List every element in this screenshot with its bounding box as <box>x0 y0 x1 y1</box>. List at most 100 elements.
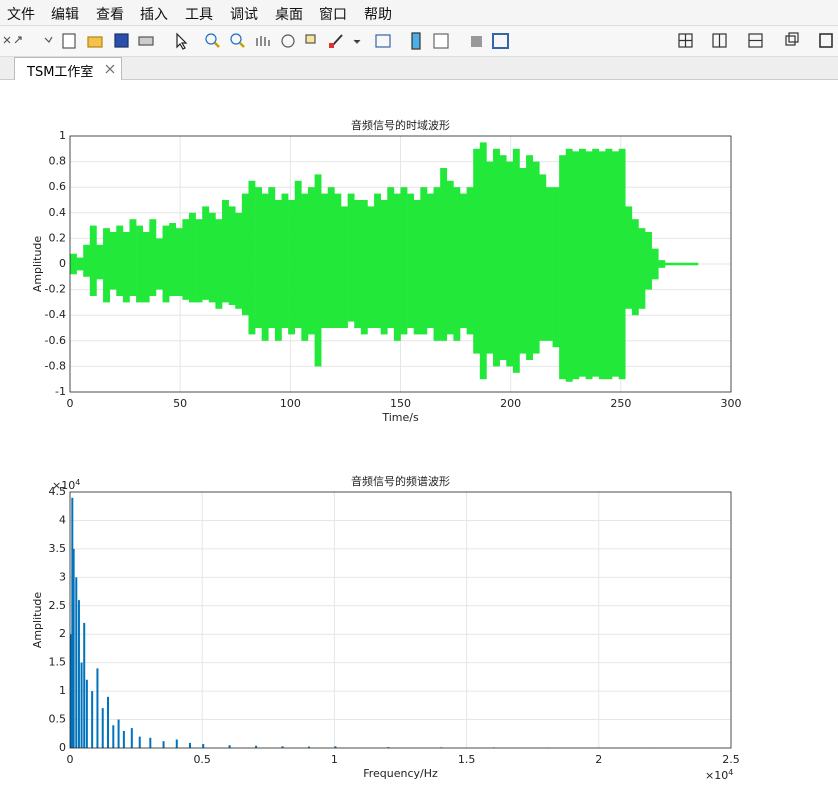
menu-item[interactable]: 查看 <box>96 7 124 23</box>
tab-bar: TSM工作室 <box>0 57 838 80</box>
waveform-segment <box>334 193 342 328</box>
waveform-segment <box>651 248 659 280</box>
waveform-segment <box>459 193 467 328</box>
y-tick-label: 0.8 <box>49 155 67 168</box>
waveform-segment <box>182 219 190 300</box>
tab-close[interactable] <box>105 64 115 74</box>
waveform-segment <box>294 180 302 328</box>
waveform-segment <box>76 257 84 271</box>
waveform-segment <box>426 193 434 328</box>
y-multiplier: ×104 <box>52 478 80 493</box>
tab[interactable]: TSM工作室 <box>14 57 122 80</box>
waveform-segment <box>658 260 666 268</box>
chart-title: 音频信号的时域波形 <box>351 118 450 132</box>
waveform-segment <box>539 174 547 341</box>
waveform-segment <box>347 193 355 322</box>
waveform-segment <box>493 148 500 367</box>
waveform-segment <box>202 206 210 300</box>
data-layer <box>70 497 707 748</box>
waveform-segment <box>440 168 448 341</box>
menu-item[interactable]: 窗口 <box>319 7 347 23</box>
y-tick-label: 0.2 <box>49 231 67 244</box>
chart-title: 音频信号的频谱波形 <box>351 474 450 488</box>
waveform-segment <box>142 232 150 303</box>
waveform-segment <box>162 225 170 303</box>
waveform-segment <box>407 193 415 328</box>
waveform-segment <box>109 232 117 290</box>
y-tick-label: 0.5 <box>49 713 67 726</box>
y-tick-label: 2.5 <box>49 599 67 612</box>
waveform-segment <box>532 161 540 354</box>
menu-item[interactable]: 编辑 <box>51 7 79 23</box>
menu-item[interactable]: 插入 <box>140 7 168 23</box>
waveform-segment <box>188 212 196 303</box>
waveform-segment <box>618 148 626 380</box>
menu-item[interactable]: 桌面 <box>275 7 303 23</box>
waveform-segment <box>70 253 77 275</box>
menu-item[interactable]: 调试 <box>230 7 258 23</box>
waveform-segment <box>645 232 652 290</box>
axes-box <box>69 491 732 749</box>
waveform-segment <box>625 206 633 309</box>
x-tick-label: 0 <box>67 397 74 410</box>
x-axis-label: Time/s <box>381 411 419 424</box>
waveform-segment <box>578 148 586 377</box>
x-tick-label: 300 <box>721 397 742 410</box>
y-tick-label: 4 <box>59 513 66 526</box>
waveform-segment <box>288 200 296 335</box>
waveform-segment <box>565 148 573 382</box>
waveform-segment <box>235 212 243 309</box>
x-multiplier: ×104 <box>705 768 733 783</box>
y-tick-label: 4.5 <box>49 485 67 498</box>
waveform-segment <box>446 180 454 335</box>
waveform-segment <box>116 225 124 296</box>
waveform-segment <box>512 148 520 373</box>
menu-bar: 文件 编辑 查看 插入 工具 调试 桌面 窗口 帮助 <box>0 0 838 26</box>
waveform-segment <box>631 219 639 316</box>
waveform-segment <box>208 212 216 303</box>
waveform-segment <box>552 187 560 348</box>
waveform-segment <box>393 193 401 341</box>
waveform-segment <box>360 200 368 335</box>
waveform-segment <box>466 187 474 335</box>
waveform-segment <box>281 193 289 328</box>
waveform-segment <box>473 148 481 354</box>
menu-item[interactable]: 文件 <box>7 7 35 23</box>
y-tick-label: -0.6 <box>45 334 66 347</box>
waveform-segment <box>307 187 315 335</box>
waveform-segment <box>354 200 362 328</box>
y-tick-label: -0.4 <box>45 308 66 321</box>
waveform-segment <box>374 193 381 328</box>
waveform-segment <box>96 244 104 280</box>
x-tick-label: 250 <box>610 397 631 410</box>
waveform-segment <box>612 151 619 377</box>
y-tick-label: 3 <box>59 570 66 583</box>
waveform-segment <box>545 187 553 341</box>
menu-item[interactable]: 帮助 <box>364 7 392 23</box>
x-tick-label: 1.5 <box>458 753 476 766</box>
waveform-segment <box>664 262 672 266</box>
waveform-segment <box>261 193 269 341</box>
y-tick-label: -0.8 <box>45 359 66 372</box>
waveform-segment <box>255 187 262 328</box>
x-tick-label: 100 <box>280 397 301 410</box>
waveform-segment <box>400 187 408 335</box>
x-tick-label: 50 <box>173 397 187 410</box>
waveform-segment <box>301 193 309 341</box>
y-tick-label: 1.5 <box>49 656 67 669</box>
x-multiplier-exponent: 4 <box>728 768 733 777</box>
waveform-segment <box>585 151 593 380</box>
x-tick-label: 0 <box>67 753 74 766</box>
waveform-segment <box>684 262 692 266</box>
y-tick-label: 0.4 <box>49 206 67 219</box>
y-tick-label: 2 <box>59 627 66 640</box>
x-axis-label: Frequency/Hz <box>363 767 438 780</box>
waveform-segment <box>222 200 229 303</box>
x-tick-label: 2 <box>595 753 602 766</box>
x-tick-label: 150 <box>390 397 411 410</box>
y-multiplier-base: ×10 <box>52 479 75 492</box>
waveform-segment <box>89 225 97 296</box>
waveform-segment <box>499 155 507 360</box>
menu-item[interactable]: 工具 <box>185 7 213 23</box>
